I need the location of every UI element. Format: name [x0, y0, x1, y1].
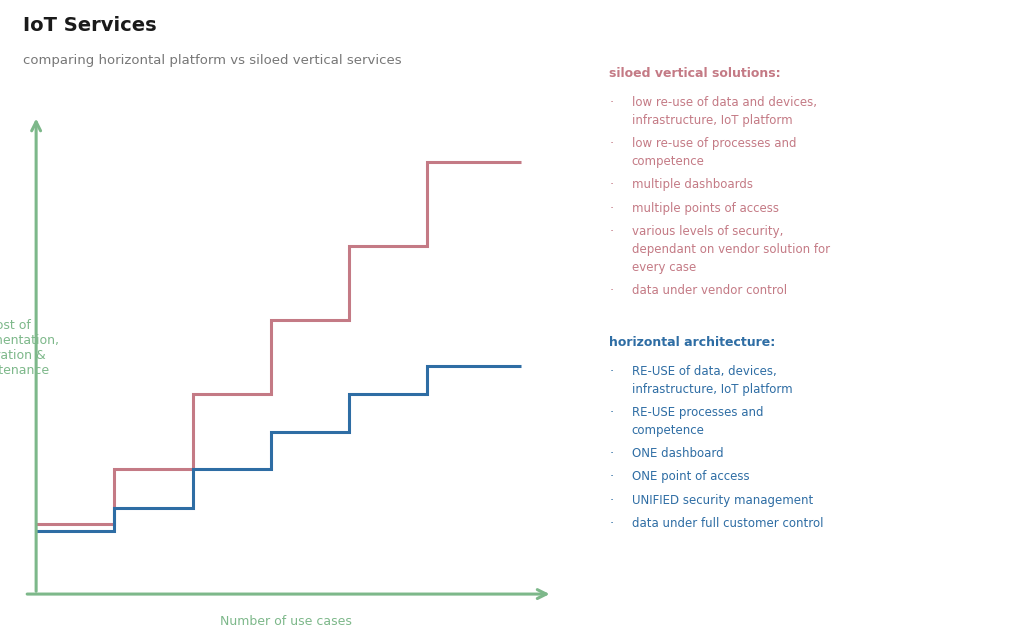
Text: siloed vertical solutions:: siloed vertical solutions:: [609, 67, 781, 80]
Text: RE-USE processes and: RE-USE processes and: [632, 406, 763, 419]
Text: ·: ·: [609, 447, 613, 460]
Text: data under vendor control: data under vendor control: [632, 284, 786, 297]
Text: ·: ·: [609, 493, 613, 507]
Text: dependant on vendor solution for: dependant on vendor solution for: [632, 243, 829, 256]
Text: ONE dashboard: ONE dashboard: [632, 447, 723, 460]
Text: low re-use of processes and: low re-use of processes and: [632, 137, 797, 150]
Text: ·: ·: [609, 406, 613, 419]
Text: comparing horizontal platform vs siloed vertical services: comparing horizontal platform vs siloed …: [23, 54, 401, 67]
Text: RE-USE of data, devices,: RE-USE of data, devices,: [632, 365, 776, 378]
Text: multiple points of access: multiple points of access: [632, 202, 779, 214]
Text: multiple dashboards: multiple dashboards: [632, 179, 753, 191]
Text: ONE point of access: ONE point of access: [632, 470, 750, 483]
Text: competence: competence: [632, 424, 705, 437]
Text: UNIFIED security management: UNIFIED security management: [632, 493, 813, 507]
Text: infrastructure, IoT platform: infrastructure, IoT platform: [632, 114, 793, 127]
Text: low re-use of data and devices,: low re-use of data and devices,: [632, 96, 817, 109]
Text: various levels of security,: various levels of security,: [632, 225, 783, 238]
Text: ·: ·: [609, 284, 613, 297]
Text: competence: competence: [632, 155, 705, 168]
Text: ·: ·: [609, 179, 613, 191]
Text: ·: ·: [609, 365, 613, 378]
Text: every case: every case: [632, 260, 696, 274]
Text: ·: ·: [609, 96, 613, 109]
Text: data under full customer control: data under full customer control: [632, 517, 823, 530]
Text: ·: ·: [609, 470, 613, 483]
Text: Cost of
implementation,
operation &
maintenance: Cost of implementation, operation & main…: [0, 319, 60, 377]
Text: ·: ·: [609, 137, 613, 150]
Text: ·: ·: [609, 202, 613, 214]
Text: ·: ·: [609, 225, 613, 238]
Text: horizontal architecture:: horizontal architecture:: [609, 336, 775, 349]
Text: IoT Services: IoT Services: [23, 16, 156, 35]
Text: ·: ·: [609, 517, 613, 530]
Text: Number of use cases: Number of use cases: [220, 616, 352, 628]
Text: infrastructure, IoT platform: infrastructure, IoT platform: [632, 383, 793, 396]
